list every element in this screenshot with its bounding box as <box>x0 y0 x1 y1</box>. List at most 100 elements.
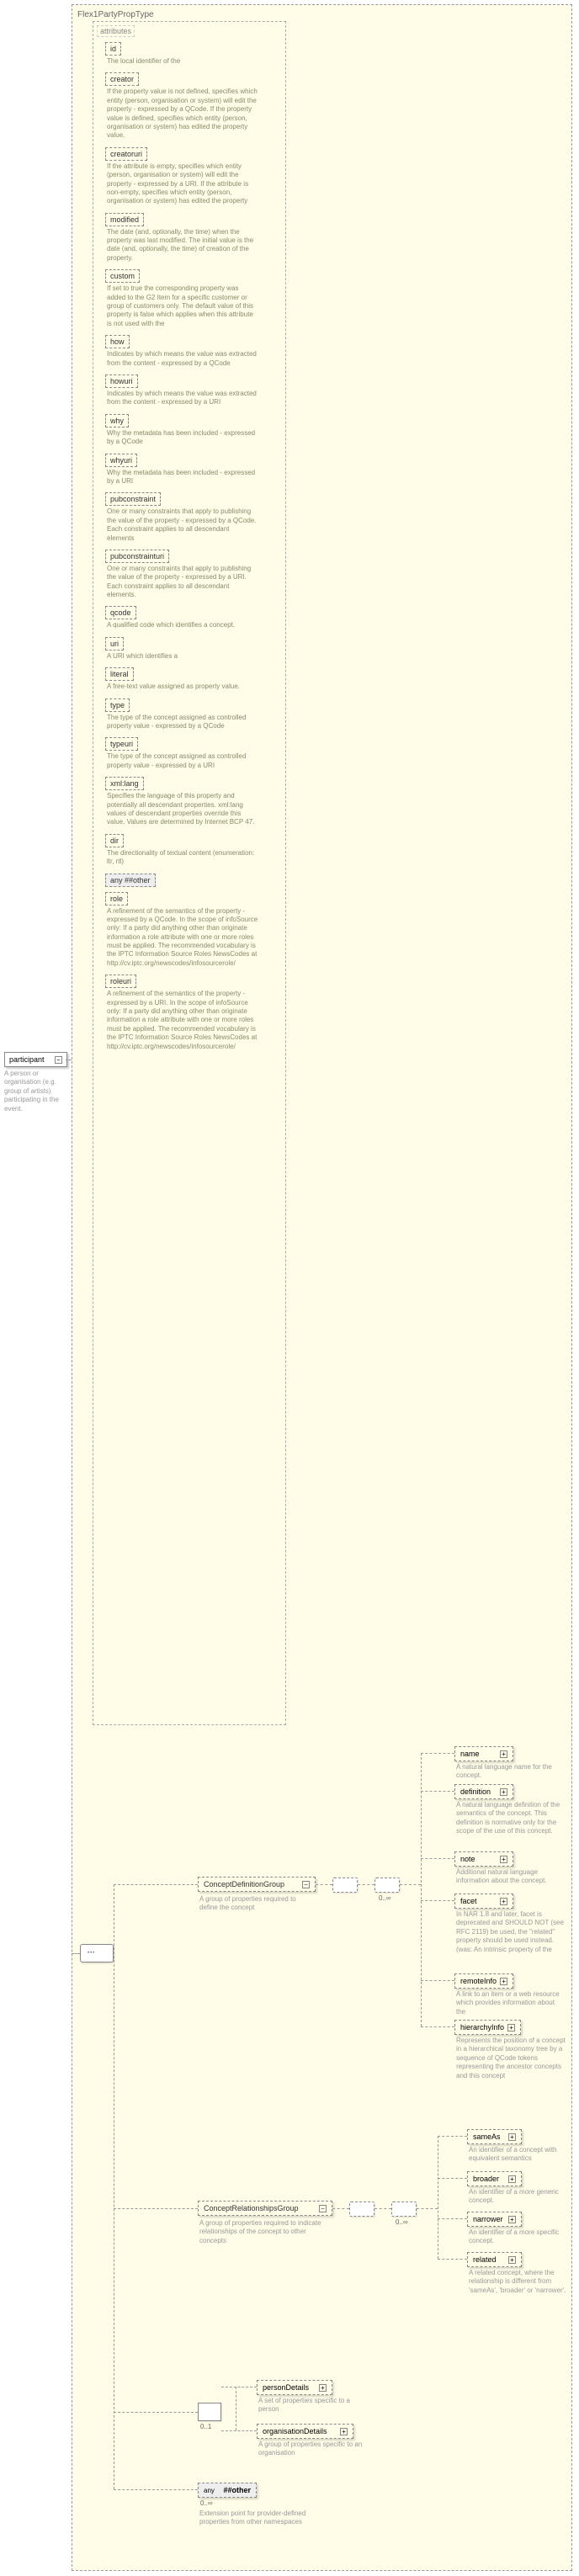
attr-label: why <box>105 414 129 428</box>
attr-literal[interactable]: literal <box>105 667 282 681</box>
elem-sameAs[interactable]: sameAs+ <box>467 2129 522 2144</box>
attr-label: howuri <box>105 374 138 388</box>
attr-label: creatoruri <box>105 147 147 161</box>
organisation-details[interactable]: organisationDetails + <box>257 2424 353 2439</box>
attr-custom[interactable]: custom <box>105 269 282 283</box>
attr-pubconstraint[interactable]: pubconstraint <box>105 492 282 506</box>
cardinality: 0..∞ <box>396 2218 408 2226</box>
participant-element[interactable]: participant − A person or organisation (… <box>4 1052 67 1113</box>
attr-creatoruri[interactable]: creatoruri <box>105 147 282 161</box>
elem-remoteInfo[interactable]: remoteInfo+ <box>454 1973 513 1989</box>
expand-icon[interactable]: + <box>340 2428 348 2435</box>
attr-anyother[interactable]: any ##other <box>105 874 282 887</box>
attr-desc: One or many constraints that apply to pu… <box>107 565 258 600</box>
elem-broader[interactable]: broader+ <box>467 2171 522 2186</box>
attr-dir[interactable]: dir <box>105 834 282 847</box>
attr-desc: A qualified code which identifies a conc… <box>107 621 258 629</box>
attributes-frame: attributes idThe local identifier of the… <box>93 21 286 1725</box>
concept-relationships-group[interactable]: ConceptRelationshipsGroup − <box>198 2201 332 2216</box>
expand-icon[interactable]: + <box>508 2216 516 2223</box>
any-other-ext[interactable]: any ##other <box>198 2483 257 2498</box>
expand-icon[interactable]: − <box>319 2205 327 2212</box>
attr-label: typeuri <box>105 737 138 751</box>
elem-name[interactable]: name+ <box>454 1746 513 1761</box>
attr-id[interactable]: id <box>105 42 282 56</box>
cardinality: 0..1 <box>200 2423 211 2430</box>
attr-label: pubconstraint <box>105 492 161 506</box>
expand-icon[interactable]: + <box>508 2256 516 2264</box>
attr-desc: The date (and, optionally, the time) whe… <box>107 228 258 263</box>
seq-icon <box>374 1878 400 1893</box>
elem-note[interactable]: note+ <box>454 1851 513 1867</box>
elem-definition[interactable]: definition+ <box>454 1784 513 1799</box>
expand-icon[interactable]: + <box>500 1978 507 1985</box>
attr-qcode[interactable]: qcode <box>105 606 282 619</box>
attr-type[interactable]: type <box>105 698 282 712</box>
attr-label: dir <box>105 834 124 847</box>
sequence-connector: ••• <box>80 1944 114 1963</box>
crg-desc: A group of properties required to indica… <box>199 2219 330 2245</box>
person-details[interactable]: personDetails + <box>257 2380 332 2395</box>
attr-desc: If the property value is not defined, sp… <box>107 88 258 140</box>
attr-desc: A free-text value assigned as property v… <box>107 683 258 691</box>
attr-label: uri <box>105 637 124 651</box>
attr-role[interactable]: role <box>105 892 282 906</box>
expand-icon[interactable]: + <box>500 1750 507 1758</box>
participant-label: participant <box>9 1055 45 1064</box>
expand-icon[interactable]: + <box>500 1788 507 1796</box>
expand-icon[interactable]: + <box>507 2024 515 2032</box>
attr-pubconstrainturi[interactable]: pubconstrainturi <box>105 550 282 563</box>
attr-label: any ##other <box>105 874 156 887</box>
cardinality: 0..∞ <box>200 2499 213 2507</box>
elem-narrower[interactable]: narrower+ <box>467 2212 522 2227</box>
expand-icon[interactable]: + <box>508 2133 516 2141</box>
participant-desc: A person or organisation (e.g. group of … <box>4 1070 67 1113</box>
attr-label: qcode <box>105 606 136 619</box>
attributes-title: attributes <box>97 25 135 37</box>
expand-icon[interactable]: + <box>319 2384 327 2392</box>
attr-desc: A refinement of the semantics of the pro… <box>107 990 258 1051</box>
elem-facet[interactable]: facet+ <box>454 1893 513 1909</box>
expand-icon[interactable]: − <box>302 1881 310 1888</box>
concept-definition-group[interactable]: ConceptDefinitionGroup − <box>198 1877 316 1892</box>
attr-why[interactable]: why <box>105 414 282 428</box>
choice-connector <box>198 2403 221 2421</box>
seq-icon <box>391 2202 417 2217</box>
attr-uri[interactable]: uri <box>105 637 282 651</box>
attr-whyuri[interactable]: whyuri <box>105 454 282 467</box>
cdg-desc: A group of properties required to define… <box>199 1895 309 1913</box>
attr-howuri[interactable]: howuri <box>105 374 282 388</box>
root-title: Flex1PartyPropType <box>76 8 568 21</box>
attr-creator[interactable]: creator <box>105 72 282 86</box>
attr-desc: The type of the concept assigned as cont… <box>107 752 258 770</box>
seq-icon <box>332 1878 358 1893</box>
attr-desc: Indicates by which means the value was e… <box>107 350 258 368</box>
attr-label: id <box>105 42 121 56</box>
attr-desc: Why the metadata has been included - exp… <box>107 429 258 447</box>
attr-desc: The directionality of textual content (e… <box>107 849 258 867</box>
attr-xmllang[interactable]: xml:lang <box>105 777 282 790</box>
attr-typeuri[interactable]: typeuri <box>105 737 282 751</box>
attr-label: role <box>105 892 128 906</box>
attr-modified[interactable]: modified <box>105 213 282 226</box>
attr-desc: If set to true the corresponding propert… <box>107 284 258 328</box>
attr-how[interactable]: how <box>105 335 282 348</box>
attr-roleuri[interactable]: roleuri <box>105 975 282 988</box>
attr-desc: A refinement of the semantics of the pro… <box>107 907 258 969</box>
attr-label: pubconstrainturi <box>105 550 169 563</box>
attr-desc: Indicates by which means the value was e… <box>107 390 258 407</box>
attr-label: roleuri <box>105 975 136 988</box>
expand-icon[interactable]: − <box>55 1056 62 1064</box>
attr-label: type <box>105 698 130 712</box>
elem-hierarchyInfo[interactable]: hierarchyInfo+ <box>454 2020 521 2035</box>
elem-related[interactable]: related+ <box>467 2252 522 2267</box>
expand-icon[interactable]: + <box>500 1898 507 1905</box>
expand-icon[interactable]: + <box>508 2175 516 2183</box>
seq-icon <box>349 2202 374 2217</box>
attr-desc: Specifies the language of this property … <box>107 792 258 827</box>
attr-label: literal <box>105 667 134 681</box>
attr-label: modified <box>105 213 144 226</box>
expand-icon[interactable]: + <box>500 1856 507 1863</box>
attr-label: creator <box>105 72 139 86</box>
attr-desc: Why the metadata has been included - exp… <box>107 469 258 486</box>
